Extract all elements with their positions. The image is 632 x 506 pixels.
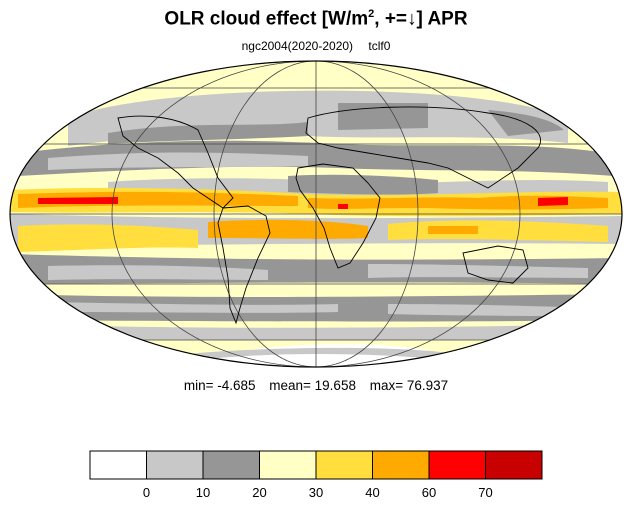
map-title: OLR cloud effect [W/m2, +=↓] APR bbox=[164, 8, 468, 30]
map-outline bbox=[9, 60, 623, 368]
colorbar-box bbox=[202, 450, 260, 480]
colorbar-box bbox=[315, 450, 373, 480]
map-subtitle: ngc2004(2020-2020) tclf0 bbox=[0, 39, 632, 53]
variable-label: tclf0 bbox=[368, 39, 391, 53]
colorbar-tick-label: 30 bbox=[308, 485, 324, 500]
stat-min: min= -4.685 bbox=[183, 378, 256, 393]
colorbar-box bbox=[259, 450, 317, 480]
itcz-max-east bbox=[538, 197, 568, 206]
colorbar-tick-label: 20 bbox=[252, 485, 267, 500]
colorbar-tick-label: 70 bbox=[478, 485, 493, 500]
colorbar-box bbox=[428, 450, 486, 480]
itcz-max-west bbox=[38, 197, 118, 204]
colorbar-box bbox=[485, 450, 543, 480]
colorbar-tick-label: 60 bbox=[421, 485, 437, 500]
stats-line: min= -4.685 mean= 19.658 max= 76.937 bbox=[0, 378, 632, 393]
stat-mean: mean= 19.658 bbox=[269, 378, 356, 393]
stat-max: max= 76.937 bbox=[369, 378, 449, 393]
run-label: ngc2004(2020-2020) bbox=[241, 39, 354, 53]
colorbar-box bbox=[372, 450, 430, 480]
colorbar-tick-label: 0 bbox=[142, 485, 151, 500]
mollweide-map bbox=[9, 60, 623, 368]
colorbar-box bbox=[146, 450, 204, 480]
colorbar-tick-label: 40 bbox=[365, 485, 380, 500]
colorbar-tick-label: 10 bbox=[195, 485, 211, 500]
colorbar-box bbox=[89, 450, 147, 480]
colorbar bbox=[89, 450, 543, 480]
continent-outlines bbox=[117, 106, 541, 325]
